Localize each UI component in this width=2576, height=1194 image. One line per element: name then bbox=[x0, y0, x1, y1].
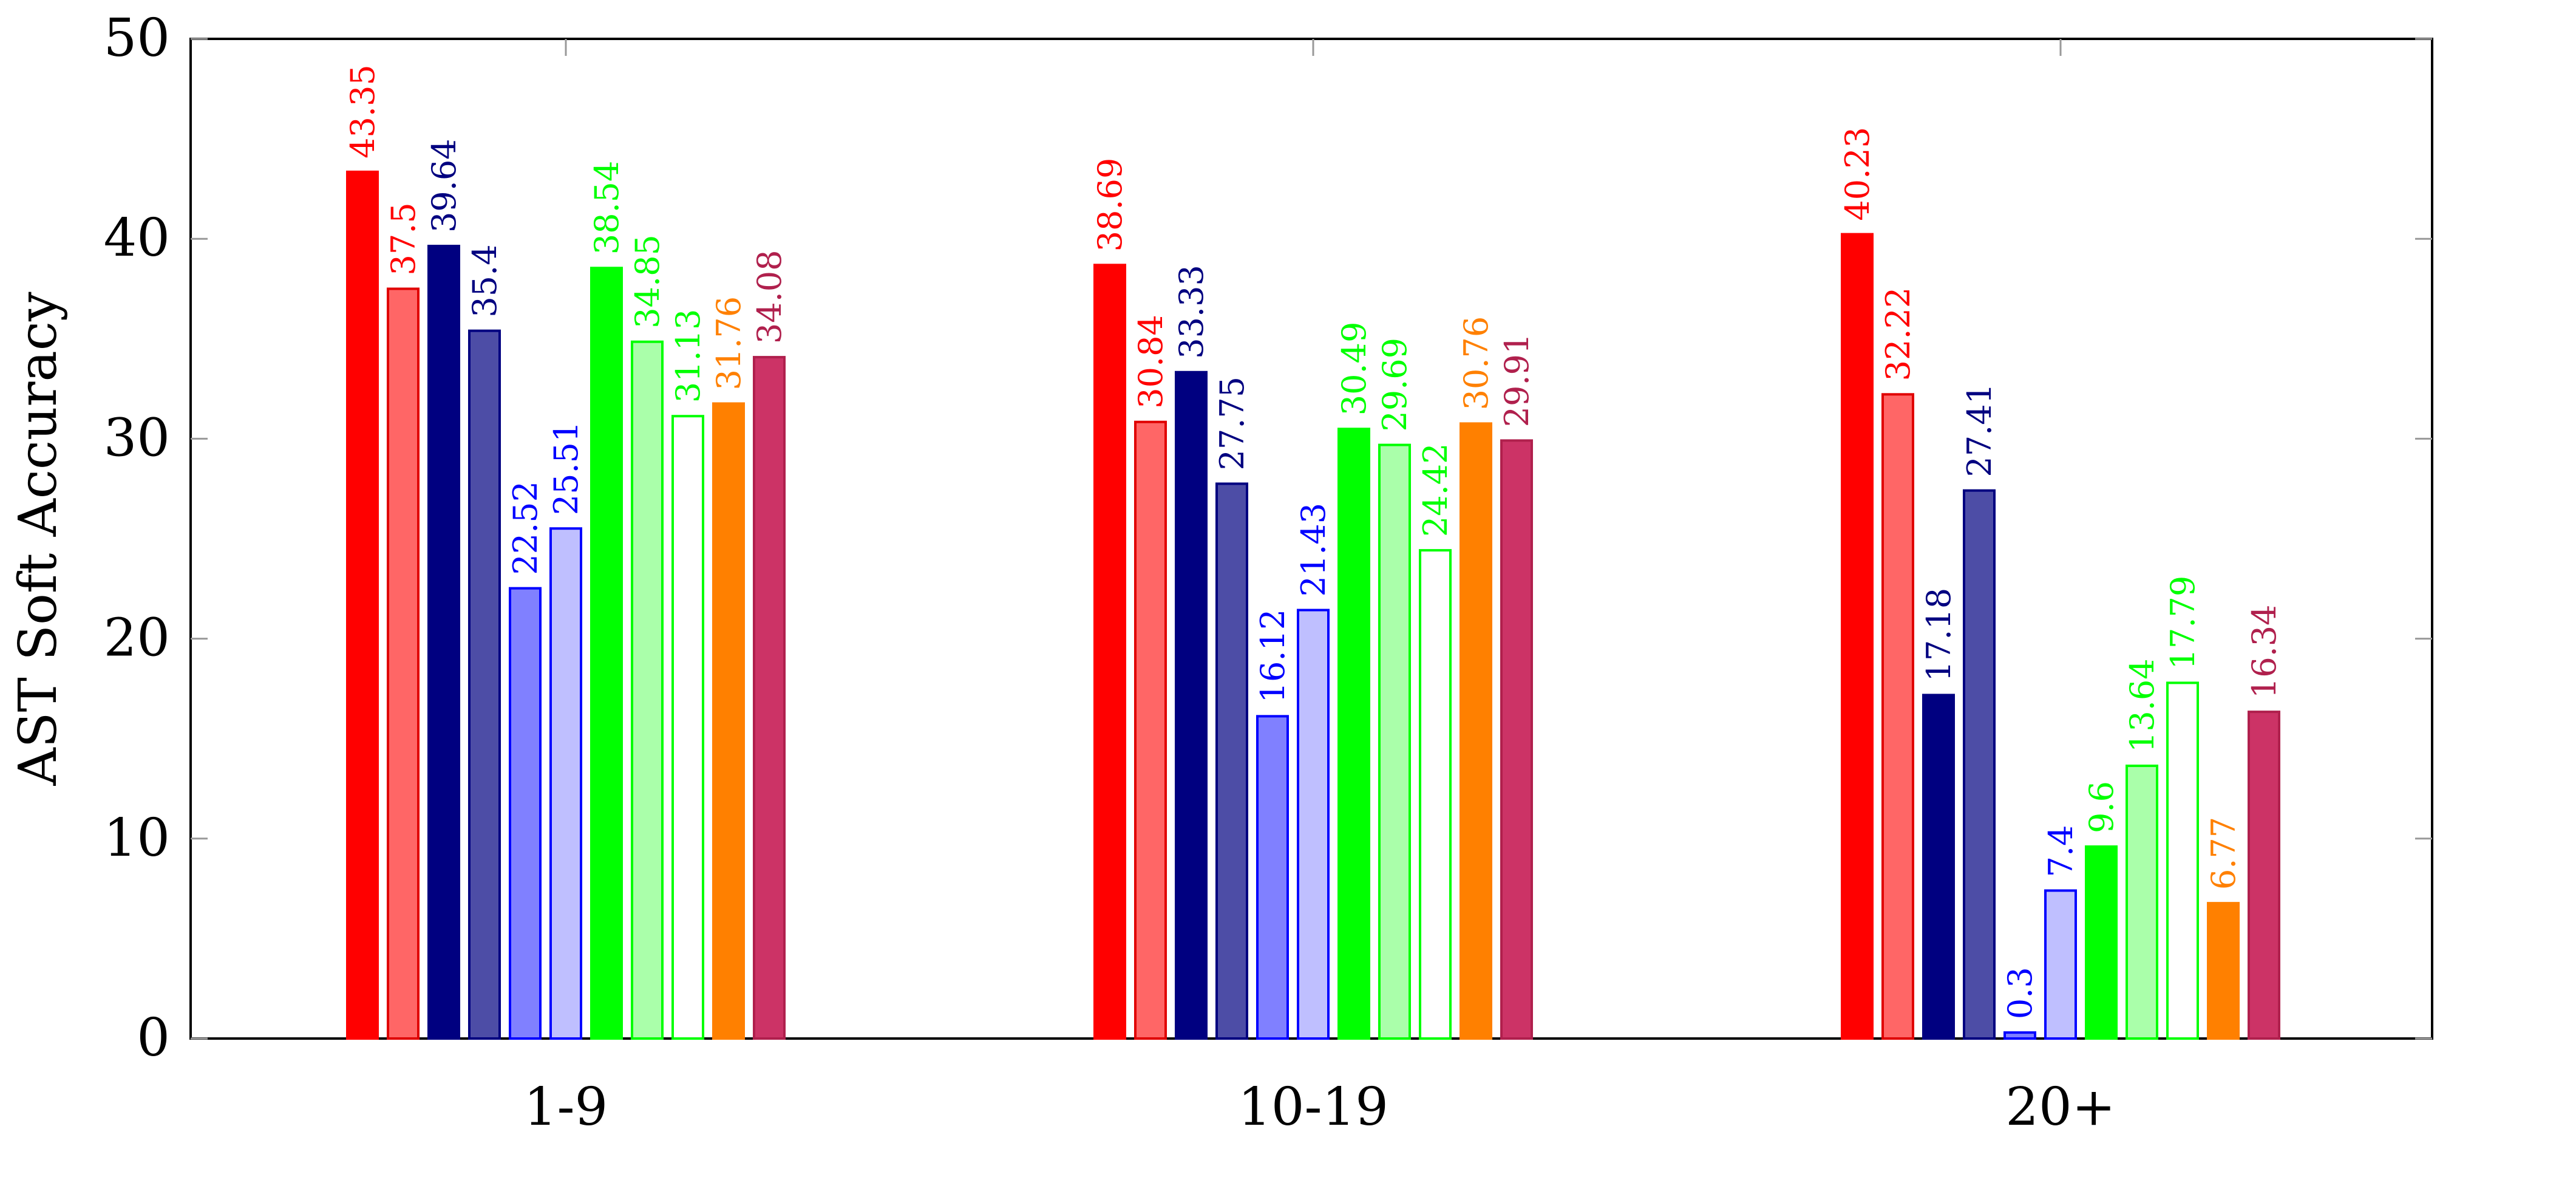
bar-series-5-20+ bbox=[2003, 1031, 2036, 1040]
bar-value-label: 39.64 bbox=[425, 138, 463, 233]
bar-value-label: 22.52 bbox=[506, 481, 545, 575]
bar-value-label: 21.43 bbox=[1294, 503, 1333, 597]
bar-value-label: 38.69 bbox=[1091, 158, 1129, 252]
bar-value-label: 16.12 bbox=[1254, 609, 1292, 703]
bar-series-7-10-19 bbox=[1337, 428, 1370, 1040]
bar-series-5-10-19 bbox=[1256, 715, 1289, 1040]
bar-series-2-1-9 bbox=[387, 287, 420, 1040]
bar-series-11-1-9 bbox=[753, 356, 786, 1040]
bar-value-label: 27.75 bbox=[1213, 377, 1251, 471]
bars bbox=[346, 170, 2280, 1040]
bar-series-7-1-9 bbox=[590, 267, 623, 1040]
y-tick-label: 30 bbox=[104, 408, 170, 468]
bar-series-1-10-19 bbox=[1093, 264, 1126, 1040]
axis-text: 0 10 20 30 40 50 1-9 10-19 20+ bbox=[104, 8, 2116, 1138]
bar-series-7-20+ bbox=[2085, 845, 2118, 1040]
y-tick-label: 10 bbox=[104, 808, 170, 868]
bar-series-6-10-19 bbox=[1297, 609, 1330, 1040]
x-category-label: 1-9 bbox=[524, 1077, 608, 1138]
bar-value-label: 29.69 bbox=[1376, 338, 1414, 432]
y-tick-label: 20 bbox=[104, 608, 170, 669]
bar-series-1-1-9 bbox=[346, 170, 379, 1040]
bar-series-10-1-9 bbox=[712, 402, 745, 1040]
bar-series-4-20+ bbox=[1963, 489, 1996, 1040]
bar-value-label: 31.13 bbox=[669, 309, 707, 403]
bar-value-label: 16.34 bbox=[2245, 604, 2283, 698]
bar-value-label: 32.22 bbox=[1879, 287, 1917, 381]
bar-series-11-20+ bbox=[2248, 711, 2280, 1040]
bar-series-3-10-19 bbox=[1175, 370, 1208, 1040]
bar-value-label: 37.5 bbox=[384, 202, 423, 275]
bar-series-11-10-19 bbox=[1500, 439, 1533, 1040]
bar-series-5-1-9 bbox=[509, 587, 542, 1040]
bar-series-1-20+ bbox=[1841, 233, 1874, 1040]
bar-series-2-10-19 bbox=[1134, 420, 1167, 1040]
x-category-label: 10-19 bbox=[1238, 1077, 1388, 1138]
bar-value-label: 17.18 bbox=[1920, 588, 1958, 682]
bar-series-10-20+ bbox=[2207, 902, 2240, 1040]
bar-series-6-1-9 bbox=[549, 527, 582, 1040]
bar-value-label: 25.51 bbox=[547, 421, 585, 516]
bar-series-3-1-9 bbox=[427, 245, 460, 1040]
bar-series-4-1-9 bbox=[468, 329, 501, 1040]
bar-value-label: 0.3 bbox=[2001, 967, 2039, 1019]
bar-value-label: 30.49 bbox=[1335, 322, 1373, 416]
bar-series-6-20+ bbox=[2044, 889, 2077, 1040]
bar-value-label: 29.91 bbox=[1498, 333, 1536, 428]
data-labels: 43.35 38.69 40.23 37.5 30.84 32.22 39.64 33.33 1… bbox=[344, 64, 2283, 1019]
bar-value-label: 6.77 bbox=[2204, 817, 2243, 890]
bar-value-label: 33.33 bbox=[1172, 265, 1211, 359]
bar-value-label: 7.4 bbox=[2042, 825, 2080, 878]
y-tick-label: 0 bbox=[137, 1008, 170, 1068]
bar-series-8-20+ bbox=[2126, 764, 2158, 1040]
bar-series-2-20+ bbox=[1881, 393, 1914, 1040]
bar-value-label: 13.64 bbox=[2123, 658, 2161, 752]
y-tick-label: 40 bbox=[104, 208, 170, 268]
bar-value-label: 34.85 bbox=[628, 234, 667, 329]
bar-series-8-10-19 bbox=[1378, 443, 1411, 1040]
bar-series-9-20+ bbox=[2166, 681, 2199, 1040]
bar-series-9-1-9 bbox=[671, 415, 704, 1040]
bar-value-label: 24.42 bbox=[1416, 443, 1455, 537]
bar-value-label: 31.76 bbox=[710, 296, 748, 391]
x-category-label: 20+ bbox=[2005, 1077, 2116, 1138]
bar-value-label: 30.84 bbox=[1132, 315, 1170, 409]
bar-series-4-10-19 bbox=[1215, 482, 1248, 1040]
bar-value-label: 17.79 bbox=[2164, 576, 2202, 670]
bar-value-label: 38.54 bbox=[588, 161, 626, 255]
bar-value-label: 35.4 bbox=[466, 244, 504, 317]
bar-value-label: 40.23 bbox=[1838, 127, 1877, 221]
y-tick-label: 50 bbox=[104, 8, 170, 69]
bar-series-10-10-19 bbox=[1460, 422, 1492, 1040]
bar-value-label: 30.76 bbox=[1457, 316, 1495, 411]
bar-series-9-10-19 bbox=[1419, 549, 1452, 1040]
bar-value-label: 27.41 bbox=[1960, 383, 1999, 477]
bar-series-8-1-9 bbox=[631, 340, 664, 1040]
bar-value-label: 43.35 bbox=[344, 64, 382, 159]
bar-series-3-20+ bbox=[1922, 694, 1955, 1040]
bar-value-label: 34.08 bbox=[750, 250, 789, 344]
bar-value-label: 9.6 bbox=[2082, 781, 2121, 833]
y-axis-title: AST Soft Accuracy bbox=[8, 292, 69, 786]
